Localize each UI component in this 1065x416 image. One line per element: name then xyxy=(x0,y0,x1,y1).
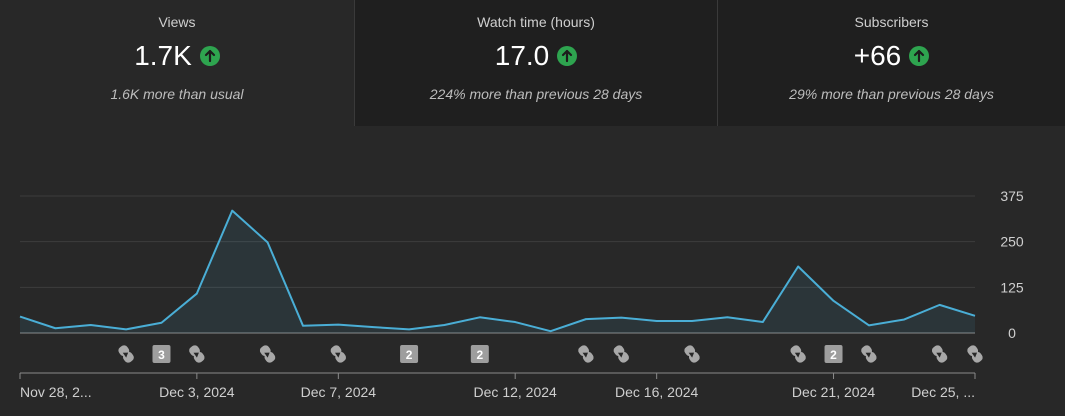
metric-value: +66 xyxy=(853,40,902,71)
series-line xyxy=(19,209,976,333)
data-point[interactable] xyxy=(548,328,554,334)
metric-comparison: 224% more than previous 28 days xyxy=(429,86,643,102)
shorts-icon[interactable] xyxy=(930,344,949,364)
x-tick-label: Dec 21, 2024 xyxy=(792,384,875,400)
metric-label: Watch time (hours) xyxy=(477,14,595,30)
data-point[interactable] xyxy=(724,314,730,320)
x-tick-label: Dec 7, 2024 xyxy=(301,384,377,400)
shorts-icon[interactable] xyxy=(117,344,136,364)
shorts-icon[interactable] xyxy=(577,344,596,364)
video-count-badge[interactable] xyxy=(400,345,419,363)
shorts-icon[interactable] xyxy=(966,344,985,364)
metric-comparison: 29% more than previous 28 days xyxy=(789,86,994,102)
metric-value: 17.0 xyxy=(494,40,550,71)
data-point[interactable] xyxy=(229,208,235,214)
metric-label: Views xyxy=(158,14,196,30)
arrow-up-icon xyxy=(199,46,220,66)
data-point[interactable] xyxy=(123,326,129,332)
data-point[interactable] xyxy=(441,322,447,328)
shorts-icon[interactable] xyxy=(329,344,348,364)
data-point[interactable] xyxy=(17,314,23,320)
data-point[interactable] xyxy=(512,319,518,325)
metric-tab-watch-time[interactable]: Watch time (hours) 17.0 224% more than p… xyxy=(354,0,717,126)
data-point[interactable] xyxy=(760,319,766,325)
video-count-label: 2 xyxy=(476,348,483,362)
y-tick-label: 250 xyxy=(1000,234,1024,250)
x-tick-label: Dec 25, ... xyxy=(911,384,975,400)
video-count-label: 2 xyxy=(830,348,837,362)
data-point[interactable] xyxy=(477,314,483,320)
data-point[interactable] xyxy=(158,320,164,326)
metric-value-row: +66 xyxy=(718,38,1065,74)
data-point[interactable] xyxy=(583,316,589,322)
metric-value-row: 17.0 xyxy=(355,38,717,74)
shorts-icon[interactable] xyxy=(258,344,277,364)
video-count-badge[interactable] xyxy=(470,345,489,363)
data-point[interactable] xyxy=(194,291,200,297)
x-tick-label: Nov 28, 2... xyxy=(20,384,92,400)
data-point[interactable] xyxy=(300,323,306,329)
metric-value: 1.7K xyxy=(134,40,192,71)
data-point[interactable] xyxy=(335,322,341,328)
data-point[interactable] xyxy=(972,313,978,319)
metric-tab-subscribers[interactable]: Subscribers +66 29% more than previous 2… xyxy=(717,0,1065,126)
arrow-up-icon xyxy=(909,46,930,66)
data-point[interactable] xyxy=(866,322,872,328)
metric-value-row: 1.7K xyxy=(0,38,354,74)
metric-tab-views[interactable]: Views 1.7K 1.6K more than usual xyxy=(0,0,354,126)
y-tick-label: 125 xyxy=(1000,279,1024,295)
series-area xyxy=(20,210,975,333)
data-point[interactable] xyxy=(689,318,695,324)
video-count-label: 2 xyxy=(406,348,413,362)
x-tick-label: Dec 12, 2024 xyxy=(474,384,557,400)
x-tick-label: Dec 3, 2024 xyxy=(159,384,235,400)
data-point[interactable] xyxy=(937,302,943,308)
views-chart: 0 125 250 375 3 2 2 2 Nov 28, 2... Dec 3, 2024 Dec… xyxy=(17,188,1024,400)
data-point[interactable] xyxy=(52,325,58,331)
data-point[interactable] xyxy=(618,315,624,321)
y-tick-label: 375 xyxy=(1000,188,1024,204)
data-point[interactable] xyxy=(406,326,412,332)
x-tick-label: Dec 16, 2024 xyxy=(615,384,698,400)
video-count-label: 3 xyxy=(158,348,165,362)
shorts-icon[interactable] xyxy=(188,344,207,364)
data-point[interactable] xyxy=(901,316,907,322)
y-tick-label: 0 xyxy=(1008,325,1016,341)
data-point[interactable] xyxy=(265,239,271,245)
data-point[interactable] xyxy=(831,298,837,304)
data-point[interactable] xyxy=(795,264,801,270)
shorts-icon[interactable] xyxy=(789,344,808,364)
arrow-up-icon xyxy=(557,46,578,66)
data-point[interactable] xyxy=(654,318,660,324)
video-count-badge[interactable] xyxy=(152,345,171,363)
metric-label: Subscribers xyxy=(854,14,929,30)
shorts-icon[interactable] xyxy=(612,344,631,364)
data-point[interactable] xyxy=(371,324,377,330)
shorts-icon[interactable] xyxy=(683,344,702,364)
shorts-icon[interactable] xyxy=(860,344,879,364)
metric-comparison: 1.6K more than usual xyxy=(110,86,244,102)
data-point[interactable] xyxy=(88,322,94,328)
video-count-badge[interactable] xyxy=(824,345,843,363)
metric-tabs: Views 1.7K 1.6K more than usual Watch ti… xyxy=(0,0,1065,126)
